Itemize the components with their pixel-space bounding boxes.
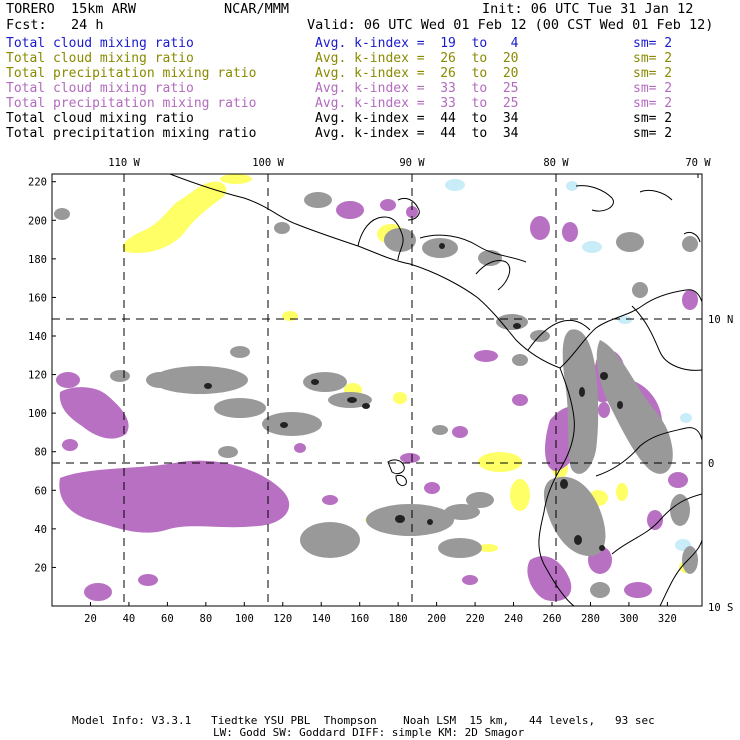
latitude-labels: 10 N 0 10 S [708, 314, 733, 614]
legend-field-label: Total cloud mixing ratio [6, 36, 194, 51]
y-tick-label: 20 [34, 562, 47, 574]
legend-index-range: Avg. k-index = 33 to 25 [315, 81, 519, 96]
legend-index-range: Avg. k-index = 26 to 20 [315, 51, 519, 66]
model-info-line2: LW: Godd SW: Goddard DIFF: simple KM: 2D… [213, 726, 525, 739]
valid-time: Valid: 06 UTC Wed 01 Feb 12 (00 CST Wed … [307, 17, 714, 33]
y-axis-ticks: 20 40 60 80 100 120 140 160 180 200 220 [28, 177, 56, 574]
longitude-label: 80 W [543, 157, 569, 169]
legend-smoothing: sm= 2 [633, 66, 673, 81]
legend-index-range: Avg. k-index = 26 to 20 [315, 66, 519, 81]
x-tick-label: 80 [200, 613, 213, 625]
latlon-grid [52, 174, 702, 606]
x-tick-label: 300 [619, 613, 638, 625]
x-tick-label: 280 [581, 613, 600, 625]
longitude-label: 100 W [252, 157, 284, 169]
legend-smoothing: sm= 2 [633, 96, 673, 111]
x-tick-label: 20 [84, 613, 97, 625]
x-tick-label: 260 [543, 613, 562, 625]
y-tick-label: 100 [28, 408, 47, 420]
y-tick-label: 80 [34, 447, 47, 459]
x-tick-label: 60 [161, 613, 174, 625]
coastlines [169, 174, 702, 606]
latitude-label: 0 [708, 458, 714, 470]
longitude-label: 90 W [399, 157, 425, 169]
x-tick-label: 120 [273, 613, 292, 625]
x-axis-ticks: 20 40 60 80 100 120 140 160 180 200 220 240 260 280 30… [84, 602, 677, 625]
cloud-fields [54, 174, 702, 606]
model-info-line1: Model Info: V3.3.1 Tiedtke YSU PBL Thomp… [72, 714, 655, 727]
y-tick-label: 40 [34, 524, 47, 536]
organization-label: NCAR/MMM [224, 1, 290, 17]
init-time: Init: 06 UTC Tue 31 Jan 12 [482, 1, 694, 17]
forecast-hour: Fcst: 24 h [6, 17, 104, 33]
x-tick-label: 40 [123, 613, 136, 625]
longitude-label: 110 W [108, 157, 140, 169]
deep-convection-cores [204, 243, 623, 551]
y-tick-label: 180 [28, 254, 47, 266]
x-tick-label: 180 [389, 613, 408, 625]
x-tick-label: 160 [350, 613, 369, 625]
legend-field-label: Total cloud mixing ratio [6, 111, 194, 126]
y-tick-label: 160 [28, 292, 47, 304]
longitude-labels: 110 W 100 W 90 W 80 W 70 W [108, 157, 711, 178]
legend-smoothing: sm= 2 [633, 36, 673, 51]
legend-smoothing: sm= 2 [633, 126, 673, 141]
low-cloud-patches [445, 179, 692, 551]
x-tick-label: 220 [466, 613, 485, 625]
forecast-map: 20 40 60 80 100 120 140 160 180 200 220 240 260 280 30… [28, 157, 733, 625]
x-tick-label: 320 [658, 613, 677, 625]
model-title: TORERO 15km ARW [6, 1, 137, 17]
y-tick-label: 140 [28, 331, 47, 343]
x-tick-label: 200 [427, 613, 446, 625]
legend-smoothing: sm= 2 [633, 111, 673, 126]
x-tick-label: 140 [312, 613, 331, 625]
legend-index-range: Avg. k-index = 19 to 4 [315, 36, 519, 51]
legend-smoothing: sm= 2 [633, 51, 673, 66]
longitude-label: 70 W [685, 157, 711, 169]
x-tick-label: 100 [235, 613, 254, 625]
legend-field-label: Total precipitation mixing ratio [6, 126, 257, 141]
legend-index-range: Avg. k-index = 44 to 34 [315, 126, 519, 141]
y-tick-label: 120 [28, 370, 47, 382]
map-frame [51, 173, 703, 607]
deep-cloud-patches [54, 192, 698, 598]
legend-field-label: Total precipitation mixing ratio [6, 66, 257, 81]
legend-field-label: Total cloud mixing ratio [6, 51, 194, 66]
latitude-label: 10 S [708, 602, 733, 614]
legend-index-range: Avg. k-index = 44 to 34 [315, 111, 519, 126]
legend-smoothing: sm= 2 [633, 81, 673, 96]
latitude-label: 10 N [708, 314, 733, 326]
legend-field-label: Total precipitation mixing ratio [6, 96, 257, 111]
legend-field-label: Total cloud mixing ratio [6, 81, 194, 96]
y-tick-label: 220 [28, 177, 47, 189]
x-tick-label: 240 [504, 613, 523, 625]
legend-index-range: Avg. k-index = 33 to 25 [315, 96, 519, 111]
y-tick-label: 200 [28, 215, 47, 227]
y-tick-label: 60 [34, 485, 47, 497]
